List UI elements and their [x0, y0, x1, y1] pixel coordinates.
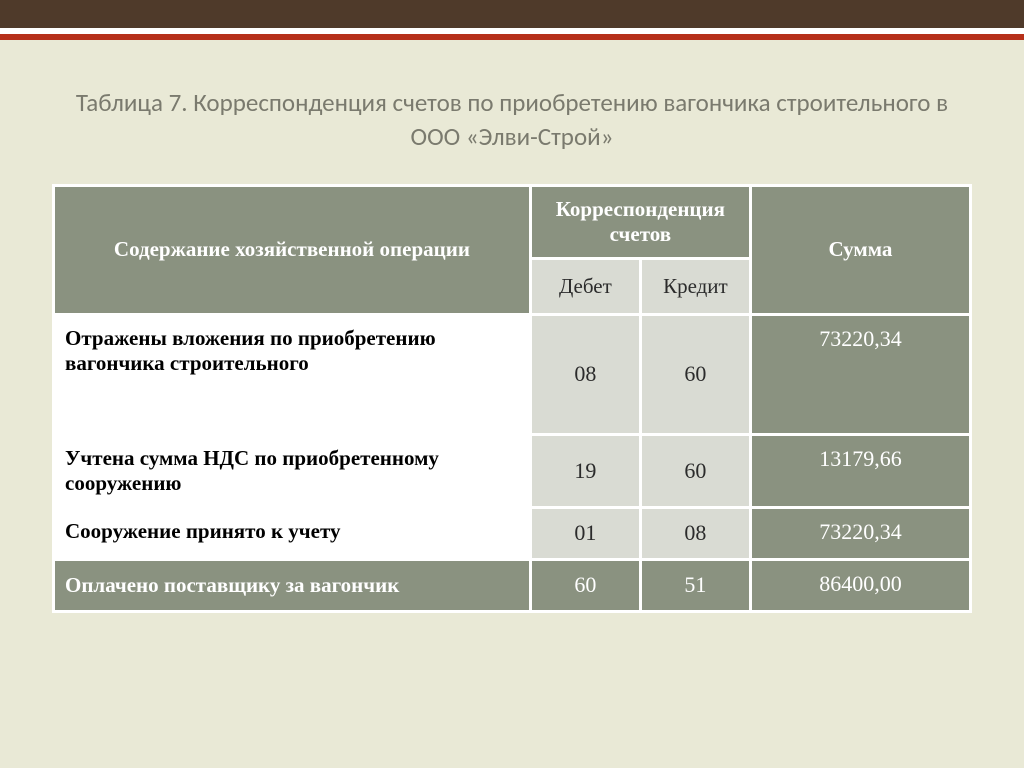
col-sum: Сумма	[750, 185, 970, 314]
table-row: Отражены вложения по приобретению вагонч…	[54, 314, 971, 434]
cell-debit: 01	[530, 507, 640, 559]
cell-operation: Оплачено поставщику за вагончик	[54, 559, 531, 611]
accounts-table: Содержание хозяйственной операции Коррес…	[52, 184, 972, 613]
cell-operation: Отражены вложения по приобретению вагонч…	[54, 314, 531, 434]
cell-operation: Сооружение принято к учету	[54, 507, 531, 559]
cell-debit: 60	[530, 559, 640, 611]
accent-line	[0, 34, 1024, 40]
page-title: Таблица 7. Корреспонденция счетов по при…	[60, 86, 964, 154]
cell-debit: 08	[530, 314, 640, 434]
col-credit: Кредит	[640, 258, 750, 314]
cell-credit: 60	[640, 434, 750, 507]
cell-sum: 13179,66	[750, 434, 970, 507]
table-container: Содержание хозяйственной операции Коррес…	[52, 184, 972, 613]
table-row: Оплачено поставщику за вагончик 60 51 86…	[54, 559, 971, 611]
table-row: Сооружение принято к учету 01 08 73220,3…	[54, 507, 971, 559]
col-debit: Дебет	[530, 258, 640, 314]
cell-operation: Учтена сумма НДС по приобретенному соору…	[54, 434, 531, 507]
cell-credit: 08	[640, 507, 750, 559]
cell-credit: 51	[640, 559, 750, 611]
table-row: Учтена сумма НДС по приобретенному соору…	[54, 434, 971, 507]
cell-sum: 73220,34	[750, 507, 970, 559]
col-correspondence: Корреспонденция счетов	[530, 185, 750, 258]
top-bar	[0, 0, 1024, 34]
cell-sum: 73220,34	[750, 314, 970, 434]
cell-credit: 60	[640, 314, 750, 434]
cell-debit: 19	[530, 434, 640, 507]
cell-sum: 86400,00	[750, 559, 970, 611]
col-operation: Содержание хозяйственной операции	[54, 185, 531, 314]
